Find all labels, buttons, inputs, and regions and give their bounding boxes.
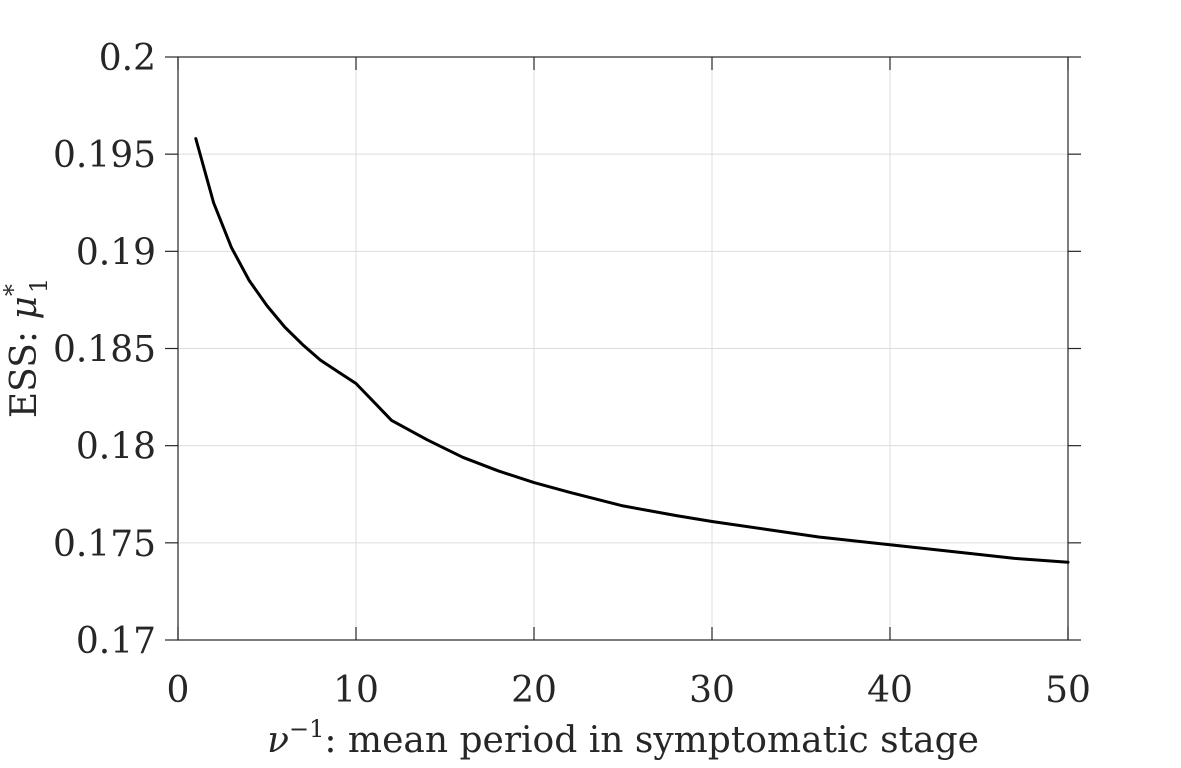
y-tick-labels: 0.17 0.175 0.18 0.185 0.19 0.195 0.2 (53, 38, 156, 662)
y-tick-label: 0.17 (76, 621, 156, 662)
x-tick-labels: 0 10 20 30 40 50 (167, 670, 1091, 711)
y-tick-label: 0.19 (76, 232, 156, 273)
x-tick-label: 20 (511, 670, 557, 711)
y-tick-label: 0.175 (53, 524, 156, 565)
axes-frame (177, 56, 1069, 641)
series-line (194, 137, 1070, 564)
x-tick-label: 10 (333, 670, 379, 711)
y-tick-label: 0.185 (53, 330, 156, 371)
axes-box (177, 56, 1069, 641)
x-axis-label-symbol: ν (267, 720, 289, 761)
series-group (194, 137, 1070, 564)
y-axis-label-subscript: 1 (25, 278, 53, 293)
y-axis-label: ESS: μ*1 (0, 278, 53, 418)
x-axis-label-text: : mean period in symptomatic stage (324, 720, 979, 761)
grid-lines (177, 56, 1069, 641)
y-tick-label: 0.18 (76, 427, 156, 468)
y-axis-label-symbol: μ (4, 296, 45, 319)
y-tick-label: 0.2 (99, 38, 156, 79)
x-axis-label-superscript: −1 (289, 715, 324, 743)
y-axis-label-superscript: * (0, 284, 27, 296)
x-tick-label: 0 (167, 670, 190, 711)
y-axis-label-text: ESS: (4, 320, 45, 419)
x-tick-label: 50 (1045, 670, 1091, 711)
x-tick-label: 30 (689, 670, 735, 711)
x-tick-label: 40 (867, 670, 913, 711)
x-axis-label: ν−1: mean period in symptomatic stage (267, 715, 979, 761)
y-tick-label: 0.195 (53, 135, 156, 176)
